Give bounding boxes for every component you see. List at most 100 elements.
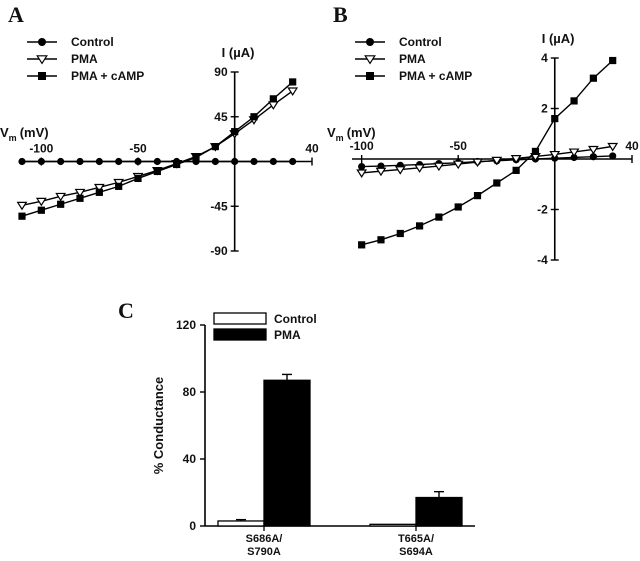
panel-letter-a: A: [8, 2, 24, 27]
data-point: [549, 150, 561, 160]
data-point: [589, 153, 597, 161]
data-point: [435, 213, 443, 221]
data-point: [377, 236, 385, 244]
data-point: [531, 147, 540, 156]
data-point: [452, 160, 464, 170]
data-point: [269, 157, 277, 166]
data-point: [18, 157, 26, 166]
legend-label: Control: [399, 35, 442, 49]
x-axis-title-main: V: [327, 125, 336, 140]
data-point: [570, 97, 578, 105]
y-tick-label: 2: [541, 102, 548, 116]
data-point: [153, 167, 161, 176]
data-point: [433, 162, 445, 172]
data-point: [551, 115, 559, 123]
data-point: [192, 153, 200, 162]
data-point: [76, 194, 84, 202]
data-point: [609, 56, 617, 65]
y-tick-label: -90: [210, 244, 228, 258]
category-label-line2: S694A: [399, 546, 433, 558]
legend-swatch: [213, 312, 267, 325]
y-tick-label: -2: [537, 203, 548, 217]
legend-label: PMA: [399, 52, 426, 66]
x-axis-title-subscript: m: [336, 133, 344, 143]
data-point: [231, 157, 239, 166]
data-point: [473, 192, 482, 200]
bar: [263, 379, 311, 527]
data-point: [16, 201, 28, 211]
legend-marker: [366, 38, 374, 46]
x-tick-label: -100: [29, 142, 53, 156]
data-point: [394, 166, 406, 175]
data-point: [570, 153, 578, 162]
data-point: [115, 182, 123, 190]
data-point: [289, 157, 297, 166]
data-point: [493, 179, 501, 187]
data-point: [396, 229, 404, 238]
x-tick-label: 40: [625, 139, 639, 153]
panel-letter-b: B: [333, 2, 348, 27]
data-point: [35, 197, 47, 207]
x-axis-title-main: V: [0, 125, 9, 140]
data-point: [57, 157, 65, 166]
data-point: [93, 183, 105, 193]
y-tick-label: 4: [541, 51, 548, 65]
data-point: [375, 167, 387, 177]
y-tick-label: 80: [183, 385, 197, 399]
x-axis-title-unit: (mV): [20, 125, 49, 140]
legend-label: PMA: [274, 328, 301, 342]
data-point: [55, 192, 67, 202]
data-point: [587, 145, 599, 155]
x-axis-title: Vm (mV): [327, 125, 376, 143]
legend-marker: [38, 72, 46, 80]
legend-label: PMA + cAMP: [399, 69, 472, 83]
data-point: [415, 222, 424, 230]
data-point: [18, 212, 26, 220]
data-point: [269, 95, 277, 103]
data-point: [289, 78, 297, 86]
data-point: [115, 157, 123, 166]
data-point: [95, 157, 103, 166]
data-point: [211, 142, 219, 151]
legend-marker: [364, 55, 376, 65]
category-label-line1: T665A/: [398, 533, 434, 545]
data-point: [356, 169, 368, 178]
category-label-line2: S790A: [247, 546, 281, 558]
y-tick-label: 90: [214, 65, 228, 79]
x-tick-label: 40: [305, 142, 319, 156]
data-point: [134, 174, 142, 183]
data-point: [358, 162, 366, 171]
legend-marker: [366, 72, 374, 80]
panel-a-iv-plot: -100 -50 40 90 45 -45 -90 I (µA) Vm (mV) Control PM…: [0, 35, 319, 258]
data-point: [74, 188, 86, 198]
x-tick-label: -50: [129, 142, 147, 156]
panel-c-bar-chart: 0 40 80 120 % Conductance S686A/S790A T665A/S6…: [151, 312, 475, 558]
data-point: [472, 158, 483, 168]
panel-b-iv-plot: -100 -50 40 4 2 -2 -4 I (µA) Vm (mV) Control PMA PMA…: [327, 31, 639, 267]
data-point: [250, 157, 258, 166]
x-tick-label: -50: [450, 139, 468, 153]
series-line-1: [21, 90, 294, 206]
y-tick-label: 45: [214, 110, 228, 124]
y-axis-title: I (µA): [222, 45, 255, 60]
bar: [415, 496, 463, 527]
data-point: [510, 155, 522, 164]
data-point: [231, 128, 239, 136]
panel-letter-c: C: [118, 298, 134, 323]
y-tick-label: -4: [537, 253, 548, 267]
legend-label: PMA + cAMP: [71, 69, 144, 83]
data-point: [173, 160, 181, 169]
data-point: [358, 241, 366, 249]
y-tick-label: 120: [176, 318, 196, 332]
data-point: [153, 157, 161, 166]
legend-marker: [38, 38, 46, 46]
x-axis-title: Vm (mV): [0, 125, 49, 143]
y-tick-label: -45: [210, 199, 228, 213]
data-point: [512, 166, 520, 174]
data-point: [609, 152, 617, 160]
category-label-line1: S686A/: [246, 533, 283, 545]
legend-swatch: [213, 328, 267, 341]
legend-label: Control: [71, 35, 114, 49]
x-axis-title-subscript: m: [9, 133, 17, 143]
